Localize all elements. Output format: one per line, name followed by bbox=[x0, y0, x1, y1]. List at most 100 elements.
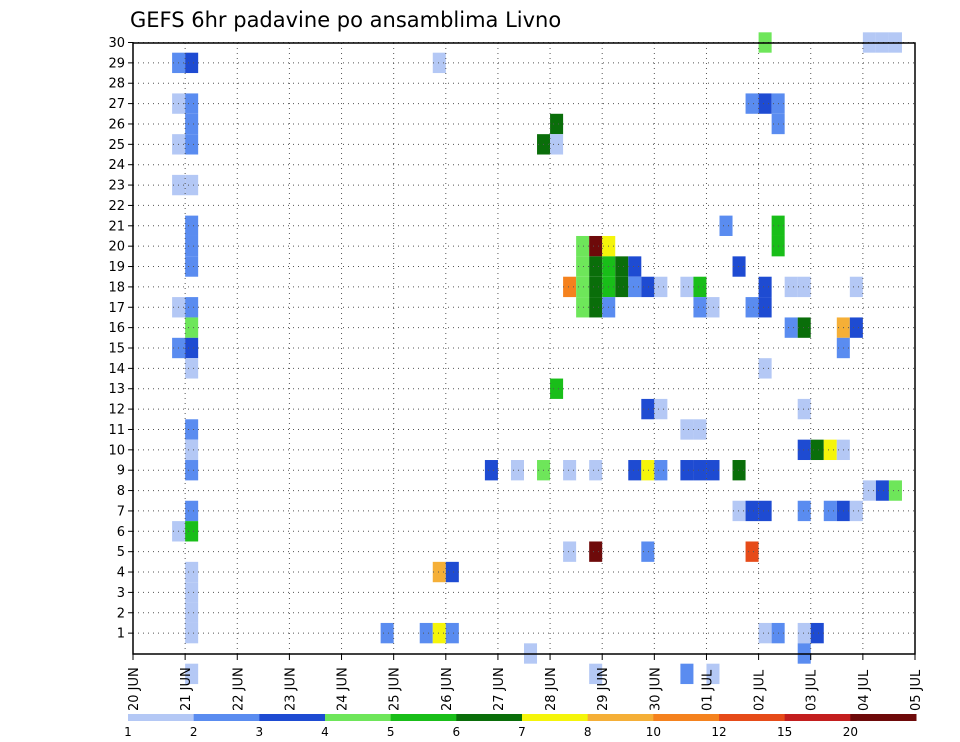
precip-cell bbox=[185, 93, 199, 114]
colorbar-swatch bbox=[719, 714, 786, 721]
precip-cell bbox=[784, 276, 798, 298]
precip-cell bbox=[888, 480, 902, 501]
x-tick-label: 02 JUL bbox=[753, 669, 768, 711]
precip-cell bbox=[185, 174, 199, 196]
precip-cell bbox=[432, 52, 446, 74]
y-tick-label: 15 bbox=[108, 342, 125, 357]
colorbar-label: 10 bbox=[646, 725, 661, 739]
precip-cell bbox=[550, 134, 564, 155]
precip-cell bbox=[419, 622, 433, 644]
y-tick-label: 28 bbox=[108, 77, 125, 92]
y-tick-label: 10 bbox=[108, 443, 125, 458]
precip-cell bbox=[589, 297, 603, 318]
precip-cell bbox=[510, 460, 524, 481]
precip-cell bbox=[641, 398, 655, 420]
x-axis: 20 JUN 21 JUN 22 JUN 23 JUN 24 JUN 25 JUN 26 J… bbox=[127, 654, 924, 711]
y-tick-label: 3 bbox=[117, 586, 125, 601]
precip-cell bbox=[693, 276, 707, 298]
precip-cell bbox=[185, 419, 199, 440]
colorbar-label: 8 bbox=[584, 725, 592, 739]
precip-cell bbox=[745, 297, 759, 318]
colorbar-label: 20 bbox=[843, 725, 858, 739]
y-tick-label: 5 bbox=[117, 545, 125, 560]
precip-cell bbox=[185, 663, 199, 685]
colorbar-swatch bbox=[390, 714, 457, 721]
precip-cell bbox=[589, 235, 603, 257]
colorbar-label: 5 bbox=[387, 725, 395, 739]
precip-cell bbox=[758, 297, 772, 318]
precip-cell bbox=[576, 256, 590, 277]
precip-cell bbox=[185, 582, 199, 603]
precip-cell bbox=[185, 561, 199, 583]
precip-cell bbox=[185, 500, 199, 522]
y-tick-label: 19 bbox=[108, 260, 125, 275]
precip-cell bbox=[563, 460, 577, 481]
precip-cell bbox=[849, 500, 863, 522]
y-tick-label: 18 bbox=[108, 280, 125, 295]
precip-cell bbox=[810, 622, 824, 644]
y-tick-label: 24 bbox=[108, 158, 125, 173]
precip-cell bbox=[823, 439, 837, 461]
precip-cell bbox=[654, 460, 668, 481]
x-tick-label: 26 JUN bbox=[440, 667, 455, 711]
precip-cell bbox=[849, 276, 863, 298]
precip-cell bbox=[680, 419, 694, 440]
precip-cell bbox=[484, 460, 498, 481]
y-axis: 1234567891011121314151617181920212223242… bbox=[108, 36, 133, 642]
y-tick-label: 6 bbox=[117, 525, 125, 540]
y-tick-label: 7 bbox=[117, 504, 125, 519]
y-tick-label: 1 bbox=[117, 627, 125, 642]
colorbar-swatch bbox=[325, 714, 392, 721]
precip-cell bbox=[576, 297, 590, 318]
precip-cell bbox=[797, 398, 811, 420]
colorbar-swatch bbox=[456, 714, 523, 721]
precip-cell bbox=[654, 398, 668, 420]
precip-cell bbox=[641, 541, 655, 562]
precip-cell bbox=[185, 602, 199, 623]
precip-cell bbox=[380, 622, 394, 644]
colorbar-label: 1 bbox=[124, 725, 132, 739]
colorbar-label: 3 bbox=[256, 725, 264, 739]
precip-cell bbox=[745, 93, 759, 114]
precip-cell bbox=[706, 460, 720, 481]
colorbar-swatch bbox=[193, 714, 260, 721]
y-tick-label: 30 bbox=[108, 36, 125, 51]
y-tick-label: 14 bbox=[108, 362, 125, 377]
precip-cell bbox=[732, 256, 746, 277]
precip-cell bbox=[862, 480, 876, 501]
precip-cell bbox=[784, 317, 798, 338]
precip-cell bbox=[797, 622, 811, 644]
precip-cell bbox=[680, 460, 694, 481]
precip-cell bbox=[615, 256, 629, 277]
y-tick-label: 29 bbox=[108, 56, 125, 71]
x-tick-label: 25 JUN bbox=[388, 667, 403, 711]
precip-cell bbox=[758, 358, 772, 379]
colorbar-label: 12 bbox=[711, 725, 726, 739]
precip-cell bbox=[185, 317, 199, 338]
precip-cell bbox=[563, 276, 577, 298]
precip-cells bbox=[172, 32, 902, 685]
precip-cell bbox=[432, 561, 446, 583]
x-tick-label: 21 JUN bbox=[179, 667, 194, 711]
y-tick-label: 4 bbox=[117, 566, 125, 581]
x-tick-label: 30 JUN bbox=[648, 667, 663, 711]
y-tick-label: 16 bbox=[108, 321, 125, 336]
precip-cell bbox=[732, 460, 746, 481]
precip-cell bbox=[589, 663, 603, 685]
precip-cell bbox=[732, 500, 746, 522]
precip-cell bbox=[550, 113, 564, 135]
precip-cell bbox=[185, 521, 199, 542]
precip-cell bbox=[641, 460, 655, 481]
precip-cell bbox=[693, 460, 707, 481]
precip-cell bbox=[185, 113, 199, 135]
x-tick-label: 22 JUN bbox=[231, 667, 246, 711]
precip-cell bbox=[185, 256, 199, 277]
y-tick-label: 9 bbox=[117, 464, 125, 479]
precip-cell bbox=[875, 480, 889, 501]
y-tick-label: 17 bbox=[108, 301, 125, 316]
colorbar-label: 2 bbox=[190, 725, 198, 739]
precip-cell bbox=[797, 276, 811, 298]
precip-cell bbox=[185, 52, 199, 74]
x-tick-label: 03 JUL bbox=[805, 669, 820, 711]
